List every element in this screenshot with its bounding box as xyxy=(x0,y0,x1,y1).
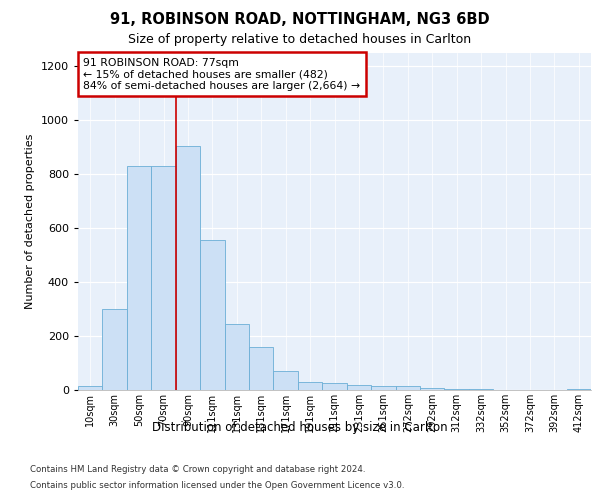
Bar xyxy=(176,146,200,390)
Y-axis label: Number of detached properties: Number of detached properties xyxy=(25,134,35,309)
Text: Contains HM Land Registry data © Crown copyright and database right 2024.: Contains HM Land Registry data © Crown c… xyxy=(30,464,365,473)
Text: Size of property relative to detached houses in Carlton: Size of property relative to detached ho… xyxy=(128,32,472,46)
Bar xyxy=(371,386,395,390)
Bar xyxy=(469,388,493,390)
Bar xyxy=(298,382,322,390)
Bar xyxy=(322,383,347,390)
Bar xyxy=(151,166,176,390)
Text: Distribution of detached houses by size in Carlton: Distribution of detached houses by size … xyxy=(152,421,448,434)
Bar xyxy=(420,388,445,390)
Bar xyxy=(274,371,298,390)
Bar xyxy=(249,347,274,390)
Bar xyxy=(200,240,224,390)
Bar xyxy=(566,388,591,390)
Text: 91, ROBINSON ROAD, NOTTINGHAM, NG3 6BD: 91, ROBINSON ROAD, NOTTINGHAM, NG3 6BD xyxy=(110,12,490,28)
Bar xyxy=(103,309,127,390)
Bar xyxy=(224,324,249,390)
Bar xyxy=(127,166,151,390)
Bar xyxy=(445,388,469,390)
Bar xyxy=(78,386,103,390)
Bar xyxy=(347,384,371,390)
Text: Contains public sector information licensed under the Open Government Licence v3: Contains public sector information licen… xyxy=(30,480,404,490)
Bar xyxy=(395,386,420,390)
Text: 91 ROBINSON ROAD: 77sqm
← 15% of detached houses are smaller (482)
84% of semi-d: 91 ROBINSON ROAD: 77sqm ← 15% of detache… xyxy=(83,58,360,91)
